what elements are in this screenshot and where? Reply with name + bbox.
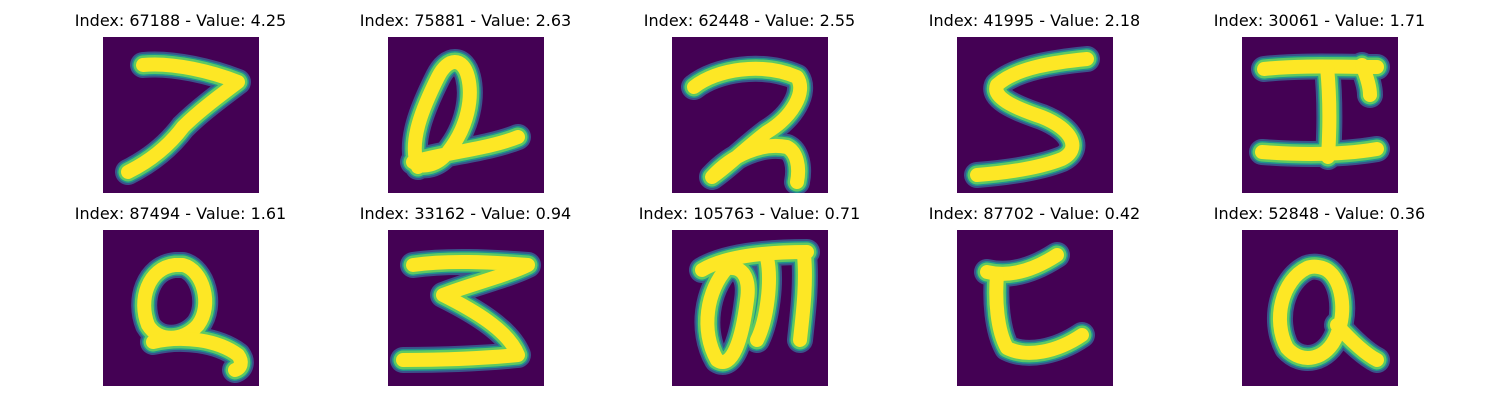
panel-7: Index: 33162 - Value: 0.94 [323,193,608,386]
panel-title: Index: 87702 - Value: 0.42 [928,204,1141,223]
panel-title: Index: 75881 - Value: 2.63 [359,11,572,30]
panel-10: Index: 52848 - Value: 0.36 [1177,193,1462,386]
digit-image [388,230,544,386]
panel-title: Index: 30061 - Value: 1.71 [1213,11,1426,30]
digit-image [103,230,259,386]
digit-image [672,230,828,386]
panel-title: Index: 105763 - Value: 0.71 [638,204,861,223]
glyph-s-icon [957,37,1113,193]
digit-image [103,37,259,193]
digit-image [672,37,828,193]
glyph-2-icon [672,37,828,193]
digit-image [388,37,544,193]
digit-image [957,230,1113,386]
panel-9: Index: 87702 - Value: 0.42 [892,193,1177,386]
glyph-c-icon [957,230,1113,386]
panel-title: Index: 87494 - Value: 1.61 [74,204,287,223]
panel-title: Index: 67188 - Value: 4.25 [74,11,287,30]
glyph-g-icon [672,230,828,386]
glyph-7-icon [103,37,259,193]
digit-image [1242,230,1398,386]
digit-image [957,37,1113,193]
panel-8: Index: 105763 - Value: 0.71 [607,193,892,386]
panel-title: Index: 41995 - Value: 2.18 [928,11,1141,30]
panel-3: Index: 62448 - Value: 2.55 [607,0,892,193]
panel-title: Index: 62448 - Value: 2.55 [643,11,856,30]
glyph-loop-icon [388,37,544,193]
panel-6: Index: 87494 - Value: 1.61 [38,193,323,386]
glyph-i-icon [1242,37,1398,193]
glyph-q-icon [103,230,259,386]
digit-image [1242,37,1398,193]
panel-5: Index: 30061 - Value: 1.71 [1177,0,1462,193]
glyph-z-icon [388,230,544,386]
panel-title: Index: 33162 - Value: 0.94 [359,204,572,223]
panel-1: Index: 67188 - Value: 4.25 [38,0,323,193]
panel-title: Index: 52848 - Value: 0.36 [1213,204,1426,223]
panel-4: Index: 41995 - Value: 2.18 [892,0,1177,193]
glyph-a-icon [1242,230,1398,386]
panel-2: Index: 75881 - Value: 2.63 [323,0,608,193]
